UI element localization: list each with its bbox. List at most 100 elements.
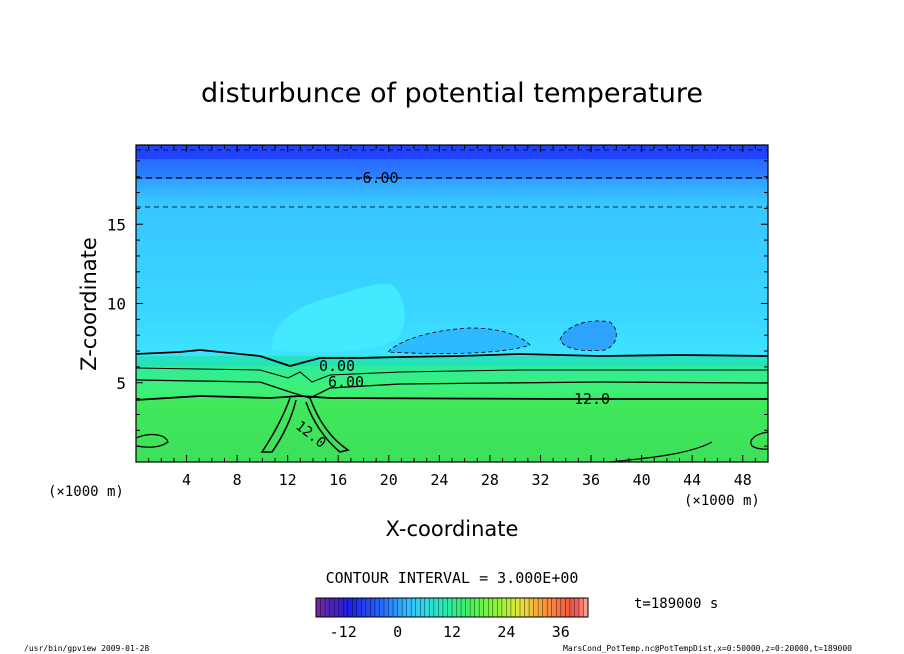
x-tick-label: 40 — [633, 471, 651, 489]
z-unit-label: (×1000 m) — [48, 484, 124, 500]
colorbar-cell — [325, 598, 330, 617]
colorbar-cell — [474, 598, 480, 617]
colorbar-cell — [415, 598, 421, 617]
colorbar-cell — [347, 598, 353, 617]
colorbar-cell — [574, 598, 580, 617]
colorbar-cell — [583, 598, 589, 617]
plume-region — [271, 283, 405, 353]
contour-interval-label: CONTOUR INTERVAL = 3.000E+00 — [326, 569, 579, 587]
x-tick-label: 24 — [430, 471, 448, 489]
colorbar-cell — [452, 598, 457, 617]
colorbar-cell — [456, 598, 462, 617]
y-axis: 5 10 15 — [107, 160, 768, 447]
colorbar-tick-label: 12 — [443, 623, 461, 641]
colorbar-cell — [343, 598, 349, 617]
x-tick-label: 32 — [531, 471, 549, 489]
colorbar-cell — [384, 598, 389, 617]
contour-label-neg6: -6.00 — [353, 169, 398, 187]
colorbar-cell — [492, 598, 498, 617]
contour-label-six: 6.00 — [328, 373, 364, 391]
colorbar-cell — [578, 598, 584, 617]
colorbar-cell — [365, 598, 371, 617]
colorbar-cell — [497, 598, 503, 617]
colorbar-cell — [488, 598, 494, 617]
colorbar-frame — [315, 597, 589, 618]
x-tick-label: 44 — [683, 471, 701, 489]
x-tick-label: 16 — [329, 471, 347, 489]
colorbar-cell — [420, 598, 426, 617]
colorbar-cell — [569, 598, 575, 617]
colorbar-cell — [542, 598, 548, 617]
x-unit-label: (×1000 m) — [684, 493, 760, 509]
chart-title: disturbunce of potential temperature — [201, 78, 703, 109]
colorbar-cell — [370, 598, 376, 617]
colorbar-cell — [356, 598, 362, 617]
x-tick-label: 8 — [233, 471, 242, 489]
y-tick-label: 5 — [116, 374, 126, 393]
colorbar-cell — [406, 598, 412, 617]
contour-pos3 — [135, 367, 768, 383]
x-tick-label: 28 — [481, 471, 499, 489]
colorbar-cell — [393, 598, 398, 617]
transition-band — [136, 356, 768, 366]
colorbar-tick-label: 0 — [393, 623, 402, 641]
contour-zero — [135, 349, 769, 367]
y-tick-label: 10 — [107, 295, 126, 314]
colorbar-cell — [388, 598, 394, 617]
colorbar-cell — [520, 598, 525, 617]
colorbar-cell — [411, 598, 417, 617]
colorbar-cell — [538, 598, 543, 617]
colorbar: -12 0 12 24 36 — [315, 597, 589, 641]
contour-left-cell — [135, 433, 169, 448]
colorbar-cell — [442, 598, 448, 617]
neg-patch-1 — [388, 328, 530, 354]
colorbar-tick-label: 36 — [552, 623, 570, 641]
x-tick-label: 48 — [734, 471, 752, 489]
colorbar-cell — [465, 598, 471, 617]
contour-lower-right — [609, 441, 713, 463]
plot-area: -6.00 0.00 6.00 12.0 12.0 — [135, 144, 769, 463]
colorbar-cell — [374, 598, 380, 617]
colorbar-cell — [479, 598, 485, 617]
contour-neg-patch-2 — [559, 320, 617, 352]
colorbar-cell — [329, 598, 335, 617]
colorbar-cell — [379, 598, 385, 617]
field-background — [136, 145, 768, 462]
x-axis: 4 8 12 16 20 24 28 32 36 40 44 48 — [148, 145, 756, 489]
contour-right-cell — [750, 431, 769, 450]
x-tick-label: 12 — [279, 471, 297, 489]
colorbar-cell — [565, 598, 571, 617]
contour-plume — [260, 397, 350, 453]
colorbar-cell — [320, 598, 326, 617]
colorbar-cell — [361, 598, 367, 617]
colorbar-cell — [438, 598, 444, 617]
colorbar-cell — [560, 598, 566, 617]
colorbar-cell — [338, 598, 344, 617]
colorbar-cell — [556, 598, 562, 617]
colorbar-cell — [461, 598, 466, 617]
contour-label-twelve: 12.0 — [574, 390, 610, 408]
colorbar-cell — [334, 598, 339, 617]
contour-label-zero: 0.00 — [319, 357, 355, 375]
colorbar-cell — [551, 598, 557, 617]
contour-pos6 — [135, 379, 769, 399]
colorbar-cell — [529, 598, 534, 617]
x-tick-label: 20 — [380, 471, 398, 489]
x-axis-label: X-coordinate — [386, 517, 519, 541]
top-negative-core — [136, 145, 768, 159]
colorbar-cell — [424, 598, 430, 617]
x-tick-label: 36 — [582, 471, 600, 489]
colorbar-cell — [397, 598, 403, 617]
y-axis-label: Z-coordinate — [77, 237, 101, 371]
colorbar-cell — [402, 598, 407, 617]
colorbar-cell — [483, 598, 489, 617]
x-tick-label: 4 — [182, 471, 191, 489]
colorbar-cell — [501, 598, 507, 617]
colorbar-cell — [533, 598, 539, 617]
colorbar-cell — [547, 598, 553, 617]
colorbar-tick-label: -12 — [330, 623, 357, 641]
colorbar-cell — [515, 598, 521, 617]
colorbar-cell — [316, 598, 321, 617]
neg-patch-2 — [560, 320, 617, 351]
